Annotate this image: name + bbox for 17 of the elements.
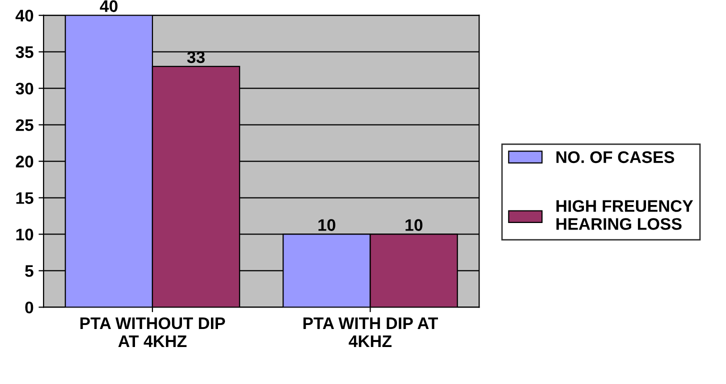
y-tick-label: 25 — [16, 119, 34, 132]
y-tick-label: 20 — [16, 156, 34, 168]
y-tick-label: 0 — [25, 302, 34, 314]
data-label: 33 — [187, 51, 205, 64]
y-tick-label: 10 — [16, 228, 34, 240]
y-tick-label: 5 — [25, 265, 34, 277]
y-tick-label: 15 — [16, 192, 34, 204]
legend-label: HIGH FREUENCY HEARING LOSS — [556, 200, 694, 230]
data-label: 10 — [318, 219, 336, 231]
y-tick-label: 30 — [16, 82, 34, 95]
legend-label: NO. OF CASES — [556, 151, 674, 164]
data-label: 10 — [406, 219, 422, 231]
data-label: 40 — [100, 0, 118, 12]
x-tick-label: PTA WITH DIP AT 4KHZ — [303, 318, 438, 347]
y-tick-label: 35 — [16, 46, 34, 58]
x-tick-label: PTA WITHOUT DIP AT 4KHZ — [80, 317, 226, 347]
y-tick-label: 40 — [16, 10, 34, 22]
